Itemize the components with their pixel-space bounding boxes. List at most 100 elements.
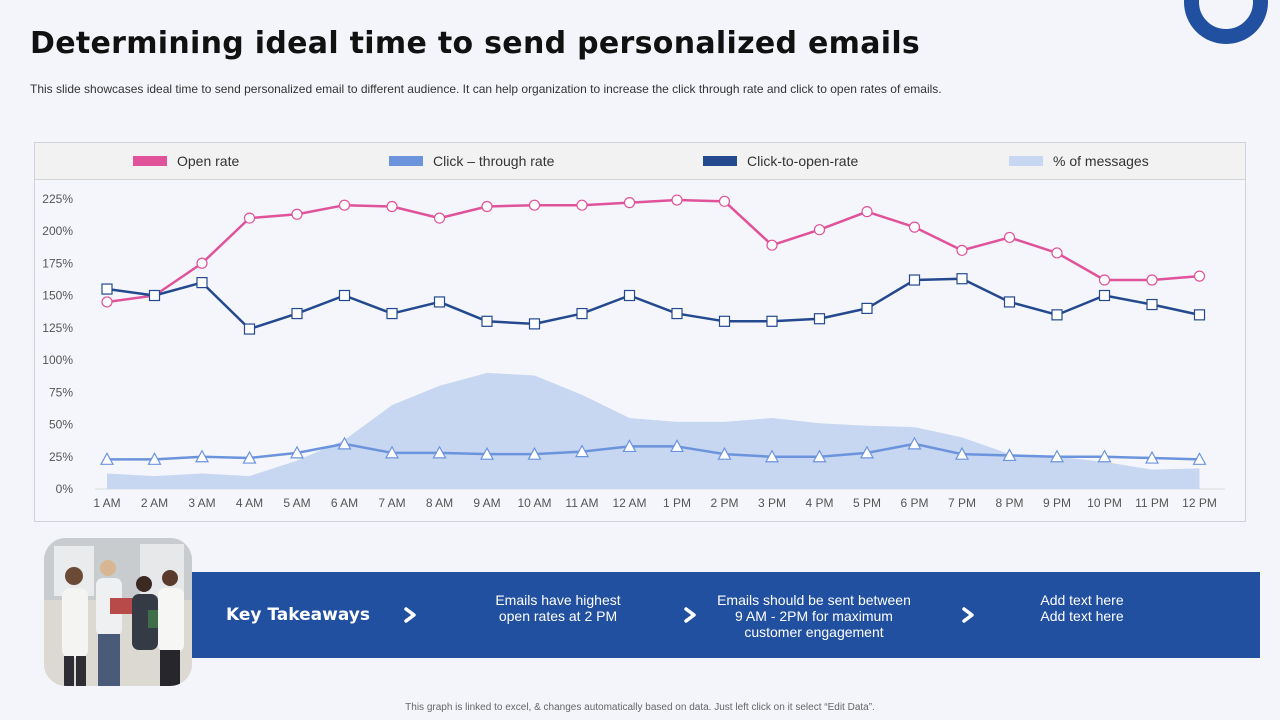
x-tick-label: 5 PM [853,496,881,510]
legend-label: Open rate [177,153,240,169]
x-tick-label: 6 AM [331,496,358,510]
y-tick-label: 50% [49,418,73,432]
x-tick-label: 8 PM [995,496,1023,510]
data-point-open-rate [101,296,113,308]
data-point-open-rate [291,208,303,220]
data-point-click-through-rate [1192,452,1207,465]
key-takeaways-label: Key Takeaways [226,605,370,625]
takeaway-item-2: Emails should be sent between 9 AM - 2PM… [717,592,911,640]
data-point-click-to-open-rate [766,315,778,327]
data-point-open-rate [433,212,446,224]
data-point-open-rate [1146,274,1158,286]
chart-container[interactable]: Open rate Click – through rate Click-to-… [34,142,1246,522]
data-point-click-to-open-rate [813,313,826,325]
data-point-click-to-open-rate [671,307,683,320]
data-point-open-rate [1193,270,1206,282]
x-tick-label: 2 AM [141,496,168,510]
data-point-click-through-rate [384,445,400,459]
data-point-open-rate [766,239,778,251]
chart-legend: Open rate Click – through rate Click-to-… [35,143,1245,180]
data-point-open-rate [861,206,873,218]
takeaway-item-1: Emails have highest open rates at 2 PM [495,592,621,624]
data-point-click-through-rate [764,449,780,463]
legend-swatch-messages [1009,156,1043,166]
page-title: Determining ideal time to send personali… [30,26,921,61]
data-point-open-rate [338,199,351,211]
legend-label: Click-to-open-rate [747,153,859,169]
y-tick-label: 25% [49,450,73,464]
data-point-click-to-open-rate [861,302,873,315]
data-point-open-rate [718,195,731,207]
data-point-click-through-rate [907,436,922,450]
data-point-click-through-rate [432,445,447,459]
legend-swatch-open-rate [133,156,167,166]
legend-item-click-to-open-rate: Click-to-open-rate [703,152,858,170]
data-point-click-to-open-rate [481,315,493,327]
x-tick-label: 5 AM [283,496,310,510]
decorative-ring [1184,0,1268,44]
legend-item-click-through-rate: Click – through rate [389,152,554,170]
data-point-click-through-rate [574,444,590,458]
x-tick-label: 9 AM [473,496,500,510]
data-point-click-to-open-rate [291,307,303,320]
chevron-right-icon [404,607,416,623]
data-point-click-through-rate [622,439,637,453]
x-tick-label: 2 PM [710,496,738,510]
data-point-click-to-open-rate [623,289,636,302]
data-point-click-to-open-rate [386,307,398,320]
data-point-open-rate [1003,231,1016,244]
area-series-messages [107,372,1200,489]
x-tick-label: 10 PM [1087,496,1122,510]
legend-item-messages: % of messages [1009,152,1149,170]
page-subtitle: This slide showcases ideal time to send … [30,82,942,96]
legend-swatch-click-through-rate [389,156,423,166]
data-point-click-to-open-rate [1098,289,1111,302]
y-tick-label: 100% [42,353,73,367]
data-point-click-through-rate [527,446,542,460]
data-point-click-to-open-rate [956,273,968,285]
legend-label: % of messages [1053,153,1149,169]
data-point-click-to-open-rate [1146,298,1158,311]
data-point-click-to-open-rate [718,315,731,327]
legend-label: Click – through rate [433,153,555,169]
data-point-open-rate [576,199,588,211]
chevron-right-icon [962,607,974,623]
x-tick-label: 8 AM [426,496,453,510]
data-point-click-to-open-rate [576,307,588,320]
data-point-click-to-open-rate [243,323,256,335]
data-point-open-rate [1051,247,1063,259]
x-tick-label: 9 PM [1043,496,1071,510]
footer-note: This graph is linked to excel, & changes… [405,702,875,713]
data-point-click-to-open-rate [1193,309,1206,321]
key-takeaways-band [190,572,1260,658]
x-tick-label: 11 AM [565,496,598,510]
y-tick-label: 150% [42,289,73,303]
team-photo [44,538,192,686]
x-tick-label: 4 AM [236,496,263,510]
y-tick-label: 0% [56,482,74,496]
x-tick-label: 12 AM [612,496,646,510]
data-point-click-through-rate [242,450,257,464]
data-point-open-rate [481,200,493,213]
x-tick-label: 11 PM [1135,496,1169,510]
chevron-right-icon [684,607,696,623]
data-point-click-to-open-rate [433,296,446,308]
x-tick-label: 3 AM [188,496,215,510]
data-point-open-rate [671,194,683,206]
data-point-open-rate [908,221,921,233]
y-tick-label: 125% [42,321,73,335]
y-tick-label: 225% [42,192,73,206]
data-point-open-rate [528,199,541,211]
data-point-open-rate [243,212,256,224]
data-point-click-to-open-rate [101,283,113,295]
data-point-click-to-open-rate [148,289,161,302]
data-point-click-through-rate [337,436,352,450]
data-point-click-through-rate [812,449,827,463]
data-point-click-through-rate [1002,448,1017,462]
x-tick-label: 4 PM [805,496,833,510]
data-point-open-rate [1098,274,1111,286]
data-point-open-rate [813,224,826,236]
data-point-click-through-rate [1049,449,1065,463]
x-tick-label: 6 PM [900,496,928,510]
x-tick-label: 7 PM [948,496,976,510]
